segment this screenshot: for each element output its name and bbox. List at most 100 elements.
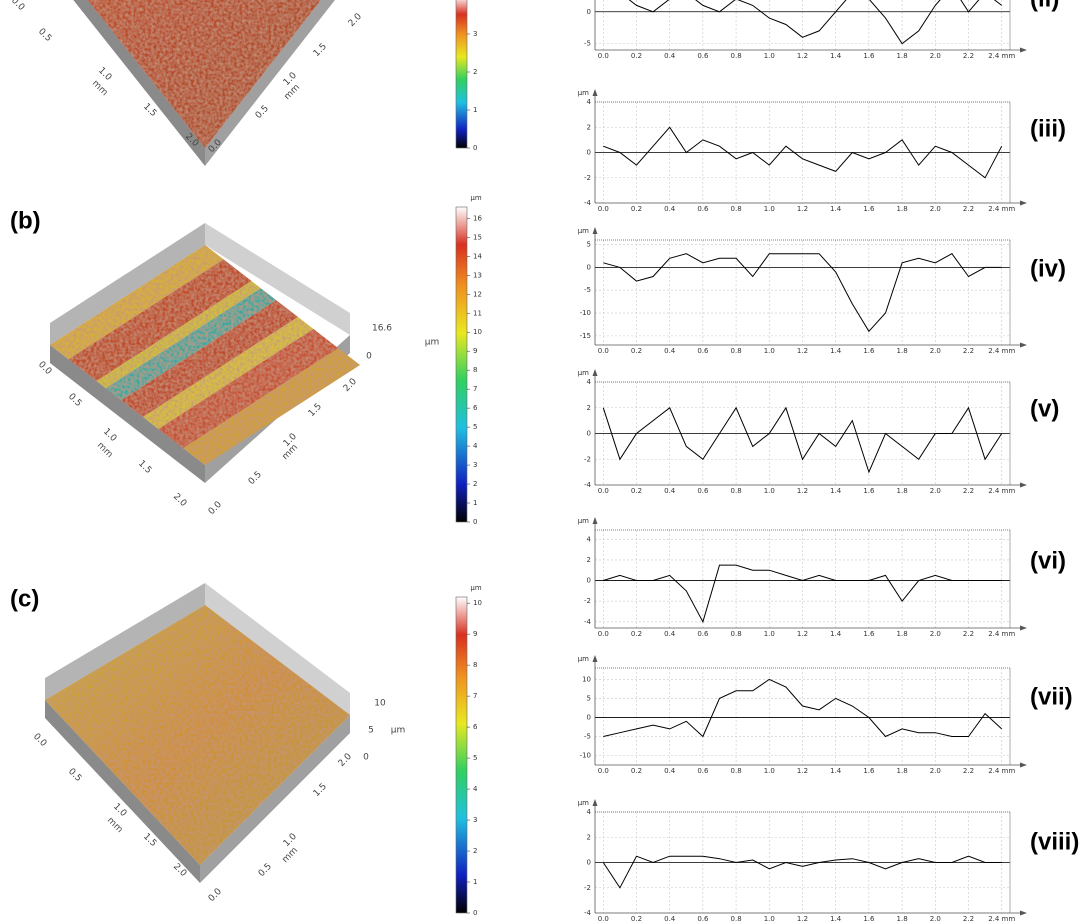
- colorbar-tick-label: 11: [473, 309, 482, 317]
- back-wall: [205, 223, 350, 335]
- x-tick-label: 0.0: [598, 630, 609, 638]
- surface-axis-label: mm: [281, 443, 300, 462]
- y-tick-label: -2: [584, 597, 591, 605]
- panel-label: (c): [10, 585, 39, 612]
- x-tick-label: 1.0: [764, 630, 775, 638]
- surface-axis-label: 0.0: [207, 887, 224, 904]
- x-tick-label: 2.0: [930, 205, 941, 213]
- y-axis-arrow: [592, 369, 598, 376]
- colorbar-tick-label: 1: [473, 878, 477, 886]
- y-tick-label: 0: [587, 149, 591, 157]
- x-tick-label: 0.2: [631, 630, 642, 638]
- x-tick-label: 1.0: [764, 52, 775, 60]
- x-tick-label: 1.2: [797, 205, 808, 213]
- x-tick-label: 1.6: [863, 52, 875, 60]
- x-tick-label: 2.4 mm: [988, 205, 1015, 213]
- x-tick-label: 2.4 mm: [988, 487, 1015, 495]
- x-tick-label: 0.4: [664, 630, 676, 638]
- colorbar: [455, 0, 468, 149]
- profile-label: (viii): [1030, 828, 1079, 855]
- x-tick-label: 0.8: [731, 347, 742, 355]
- x-tick-label: 0.4: [664, 915, 676, 921]
- x-tick-label: 1.6: [863, 630, 875, 638]
- colorbar-tick-label: 12: [473, 290, 482, 298]
- surface-band: [143, 317, 314, 429]
- surface-z-label: 16.6: [372, 324, 392, 334]
- x-tick-label: 2.4 mm: [988, 915, 1015, 921]
- x-tick-label: 2.2: [963, 52, 974, 60]
- y-tick-label: -2: [584, 174, 591, 182]
- x-tick-label: 0.2: [631, 347, 642, 355]
- x-tick-label: 1.4: [830, 630, 842, 638]
- y-axis-label: µm: [578, 517, 589, 525]
- profile-line: [603, 253, 1002, 333]
- x-tick-label: 2.0: [930, 915, 941, 921]
- profile-label: (iii): [1030, 115, 1066, 142]
- x-tick-label: 2.4 mm: [988, 630, 1015, 638]
- x-tick-label: 1.6: [863, 205, 875, 213]
- profile-label: (ii): [1030, 0, 1059, 12]
- x-tick-label: 1.6: [863, 915, 875, 921]
- surface-axis-label: 0.0: [207, 500, 224, 517]
- x-tick-label: 0.8: [731, 205, 742, 213]
- x-axis-arrow: [1020, 47, 1027, 53]
- colorbar-tick-label: 2: [473, 847, 477, 855]
- x-tick-label: 1.2: [797, 52, 808, 60]
- colorbar-tick-label: 13: [473, 271, 482, 279]
- colorbar-tick-label: 5: [473, 754, 477, 762]
- x-tick-label: 2.2: [963, 767, 974, 775]
- colorbar-tick-label: 6: [473, 404, 478, 412]
- x-tick-label: 1.0: [764, 487, 775, 495]
- surface-z-label: µm: [425, 338, 440, 348]
- y-tick-label: 10: [582, 675, 591, 683]
- x-tick-label: 1.6: [863, 767, 875, 775]
- x-tick-label: 1.0: [764, 767, 775, 775]
- profile-line: [603, 564, 1002, 624]
- surface-axis-label: 2.0: [347, 12, 364, 29]
- surface-top: [45, 605, 350, 865]
- profile-line: [602, 406, 1003, 474]
- x-tick-label: 0.2: [631, 915, 642, 921]
- x-tick-label: 0.8: [731, 915, 742, 921]
- x-tick-label: 0.0: [598, 487, 609, 495]
- x-tick-label: 0.6: [697, 630, 709, 638]
- surface-z-label: µm: [391, 726, 406, 736]
- x-tick-label: 2.0: [930, 52, 941, 60]
- surface-axis-label: 2.0: [337, 752, 354, 769]
- colorbar-tick-label: 3: [473, 461, 477, 469]
- y-tick-label: 0: [587, 263, 591, 271]
- x-tick-label: 1.2: [797, 487, 808, 495]
- colorbar-tick-label: 10: [473, 599, 482, 607]
- profile-line: [603, 678, 1003, 738]
- colorbar-tick-label: 5: [473, 423, 477, 431]
- y-tick-label: -5: [584, 286, 591, 294]
- surface-band: [158, 329, 339, 449]
- surface-axis-label: 0.0: [31, 732, 48, 749]
- x-tick-label: 1.4: [830, 205, 842, 213]
- x-tick-label: 1.8: [897, 52, 908, 60]
- y-tick-label: 5: [587, 241, 591, 249]
- y-tick-label: 0: [587, 8, 591, 16]
- front-wall: [50, 345, 205, 483]
- surface-axis-label: 1.5: [136, 459, 153, 476]
- surface-axis-label: 2.0: [342, 377, 359, 394]
- x-tick-label: 2.2: [963, 487, 974, 495]
- surface-top: [87, 0, 321, 148]
- y-tick-label: 2: [587, 833, 591, 841]
- front-wall: [200, 715, 350, 883]
- colorbar-tick-label: 0: [473, 518, 477, 526]
- surface-axis-label: 0.0: [9, 0, 26, 13]
- x-tick-label: 1.4: [830, 487, 842, 495]
- y-tick-label: 2: [587, 556, 591, 564]
- x-tick-label: 1.4: [830, 767, 842, 775]
- y-axis-arrow: [592, 655, 598, 662]
- surface-axis-label: 0.5: [254, 104, 271, 121]
- x-tick-label: 0.4: [664, 487, 676, 495]
- y-tick-label: -5: [584, 40, 591, 48]
- colorbar-tick-label: 6: [473, 723, 478, 731]
- colorbar-tick-label: 3: [473, 30, 477, 38]
- x-tick-label: 0.4: [664, 205, 676, 213]
- front-wall: [73, 0, 205, 166]
- surface-axis-label: 1.5: [141, 102, 158, 119]
- x-tick-label: 1.8: [897, 205, 908, 213]
